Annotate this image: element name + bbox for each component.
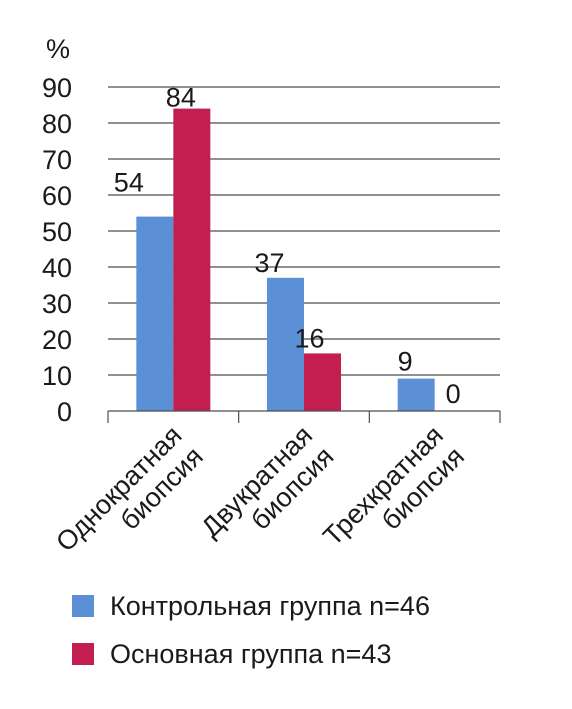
bar-main-1 [304,353,341,411]
category-labels: ОднократнаябиопсияДвукратнаябиопсияТрехк… [50,420,470,557]
legend-swatch-control [72,595,94,617]
data-label-main-2: 0 [446,379,461,409]
y-tick-label: 80 [42,109,72,139]
bars [136,108,435,411]
data-label-control-1: 37 [254,248,284,278]
x-axis [107,410,501,423]
data-labels: 54 37 9 84 16 0 [114,83,461,409]
legend-item-control: Контрольная группа n=46 [72,590,430,622]
y-tick-label: 20 [42,325,72,355]
legend-label-control: Контрольная группа n=46 [110,590,430,621]
data-label-control-0: 54 [114,168,144,198]
y-tick-label: 70 [42,145,72,175]
legend-item-main: Основная группа n=43 [72,638,430,670]
legend-swatch-main [72,643,94,665]
data-label-control-2: 9 [398,347,413,377]
y-tick-label: 50 [42,217,72,247]
data-label-main-1: 16 [294,323,324,353]
bar-control-1 [267,277,304,411]
y-tick-label: 0 [57,397,72,427]
y-tick-label: 10 [42,361,72,391]
bar-control-2 [397,378,435,411]
y-tick-label: 30 [42,289,72,319]
y-tick-label: 90 [42,73,72,103]
y-tick-label: 60 [42,181,72,211]
bar-main-0 [173,108,211,411]
bar-chart: 0 10 20 30 40 50 60 70 80 90 % 54 37 9 84 16 0 Однокра… [42,34,501,557]
y-tick-label: 40 [42,253,72,283]
legend-label-main: Основная группа n=43 [110,638,392,669]
data-label-main-0: 84 [166,83,196,113]
y-axis-unit-label: % [46,34,70,64]
legend: Контрольная группа n=46 Основная группа … [72,590,430,686]
y-axis-ticks: 0 10 20 30 40 50 60 70 80 90 [42,73,72,427]
bar-control-0 [136,216,174,411]
